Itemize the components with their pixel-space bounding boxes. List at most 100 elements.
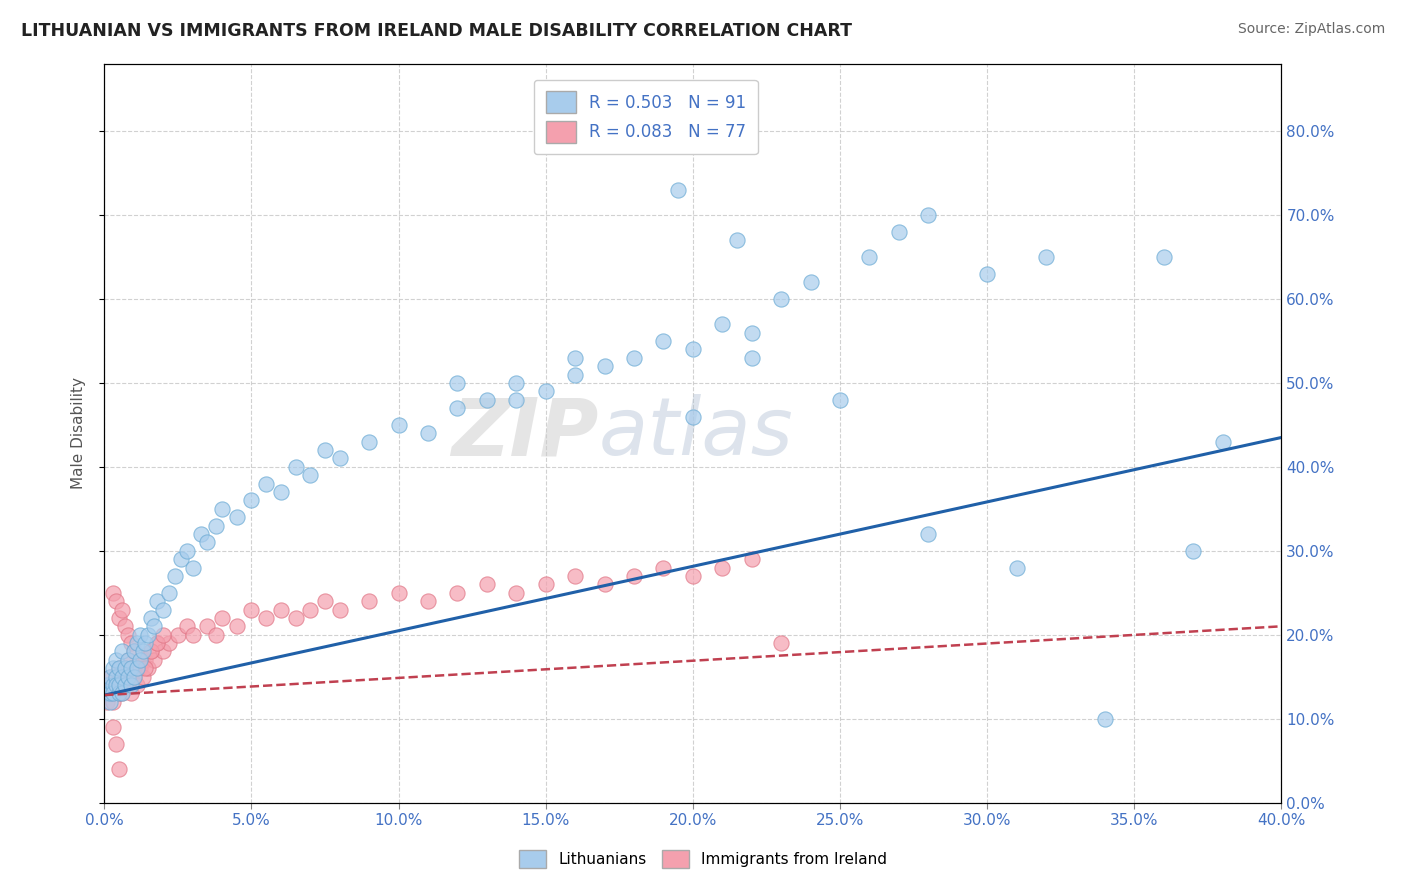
Point: [114, 661, 136, 675]
Point: [125, 636, 148, 650]
Point: [329, 602, 352, 616]
Y-axis label: Male Disability: Male Disability: [72, 377, 86, 490]
Point: [299, 468, 322, 483]
Point: [120, 686, 142, 700]
Point: [152, 644, 174, 658]
Point: [146, 636, 169, 650]
Point: [114, 678, 136, 692]
Point: [108, 678, 131, 692]
Point: [1005, 560, 1028, 574]
Point: [98, 686, 121, 700]
Point: [101, 686, 124, 700]
Point: [101, 678, 124, 692]
Point: [741, 326, 763, 340]
Point: [505, 392, 527, 407]
Point: [134, 661, 156, 675]
Point: [111, 670, 134, 684]
Point: [1212, 434, 1234, 449]
Point: [741, 552, 763, 566]
Point: [134, 636, 156, 650]
Point: [711, 317, 734, 331]
Point: [682, 569, 704, 583]
Point: [111, 644, 134, 658]
Point: [564, 368, 586, 382]
Point: [108, 678, 131, 692]
Point: [108, 686, 131, 700]
Point: [387, 417, 409, 432]
Point: [195, 535, 218, 549]
Point: [359, 434, 381, 449]
Point: [917, 208, 939, 222]
Point: [98, 678, 121, 692]
Point: [446, 401, 468, 416]
Point: [101, 720, 124, 734]
Point: [195, 619, 218, 633]
Point: [190, 527, 212, 541]
Point: [141, 644, 163, 658]
Point: [111, 602, 134, 616]
Point: [117, 670, 139, 684]
Point: [117, 653, 139, 667]
Point: [120, 636, 142, 650]
Point: [131, 670, 153, 684]
Point: [98, 670, 121, 684]
Point: [105, 670, 128, 684]
Point: [105, 678, 128, 692]
Point: [564, 569, 586, 583]
Point: [181, 560, 204, 574]
Point: [128, 653, 150, 667]
Point: [799, 275, 821, 289]
Point: [1182, 543, 1205, 558]
Point: [101, 686, 124, 700]
Text: ZIP: ZIP: [451, 394, 599, 472]
Point: [98, 695, 121, 709]
Point: [105, 594, 128, 608]
Point: [111, 686, 134, 700]
Point: [163, 569, 186, 583]
Point: [117, 653, 139, 667]
Point: [652, 560, 675, 574]
Point: [138, 661, 160, 675]
Point: [114, 619, 136, 633]
Point: [134, 653, 156, 667]
Point: [114, 661, 136, 675]
Point: [122, 670, 145, 684]
Point: [98, 670, 121, 684]
Point: [114, 678, 136, 692]
Point: [128, 628, 150, 642]
Point: [205, 518, 228, 533]
Point: [170, 552, 193, 566]
Point: [682, 343, 704, 357]
Point: [564, 351, 586, 365]
Point: [157, 585, 180, 599]
Point: [505, 376, 527, 390]
Point: [125, 678, 148, 692]
Text: atlas: atlas: [599, 394, 793, 472]
Point: [976, 267, 998, 281]
Point: [181, 628, 204, 642]
Point: [141, 611, 163, 625]
Point: [122, 644, 145, 658]
Point: [101, 678, 124, 692]
Point: [1094, 712, 1116, 726]
Point: [284, 459, 307, 474]
Point: [128, 661, 150, 675]
Point: [682, 409, 704, 424]
Point: [138, 628, 160, 642]
Point: [725, 233, 748, 247]
Point: [446, 585, 468, 599]
Point: [1153, 250, 1175, 264]
Point: [101, 585, 124, 599]
Point: [284, 611, 307, 625]
Point: [122, 644, 145, 658]
Point: [475, 577, 498, 591]
Point: [143, 619, 166, 633]
Point: [96, 695, 118, 709]
Point: [329, 451, 352, 466]
Point: [741, 351, 763, 365]
Point: [111, 686, 134, 700]
Point: [770, 292, 793, 306]
Text: Source: ZipAtlas.com: Source: ZipAtlas.com: [1237, 22, 1385, 37]
Point: [120, 661, 142, 675]
Point: [152, 602, 174, 616]
